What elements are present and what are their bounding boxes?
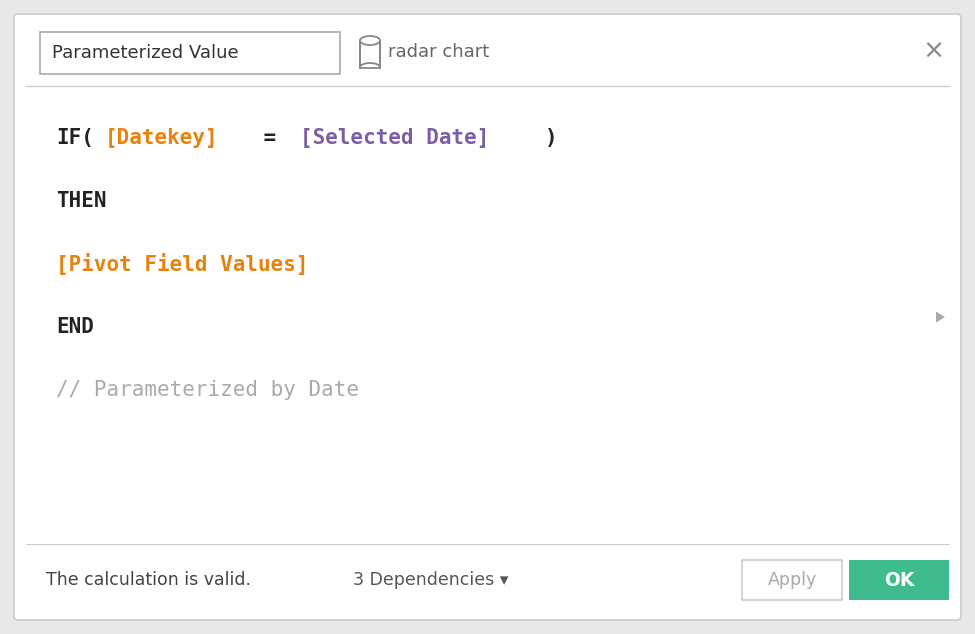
Text: [Selected Date]: [Selected Date] [300, 128, 489, 148]
Bar [360, 41, 380, 67]
Text: END: END [56, 317, 94, 337]
Polygon shape [936, 311, 945, 323]
Text: ): ) [545, 128, 558, 148]
Text: radar chart: radar chart [388, 43, 489, 61]
Text: [Pivot Field Values]: [Pivot Field Values] [56, 253, 308, 275]
FancyBboxPatch shape [14, 14, 961, 620]
Text: Parameterized Value: Parameterized Value [52, 44, 239, 62]
Text: ×: × [922, 39, 944, 65]
Bar [742, 560, 842, 600]
Text: 3 Dependencies ▾: 3 Dependencies ▾ [353, 571, 509, 589]
Text: // Parameterized by Date: // Parameterized by Date [56, 380, 359, 400]
Bar [849, 560, 949, 600]
FancyBboxPatch shape [40, 32, 340, 74]
Ellipse shape [360, 36, 380, 45]
Text: Apply: Apply [767, 571, 817, 589]
Text: [Datekey]: [Datekey] [105, 128, 218, 148]
Text: IF(: IF( [56, 128, 94, 148]
Text: OK: OK [883, 571, 915, 590]
Text: =: = [252, 128, 290, 148]
Text: The calculation is valid.: The calculation is valid. [46, 571, 251, 589]
Text: THEN: THEN [56, 191, 106, 211]
